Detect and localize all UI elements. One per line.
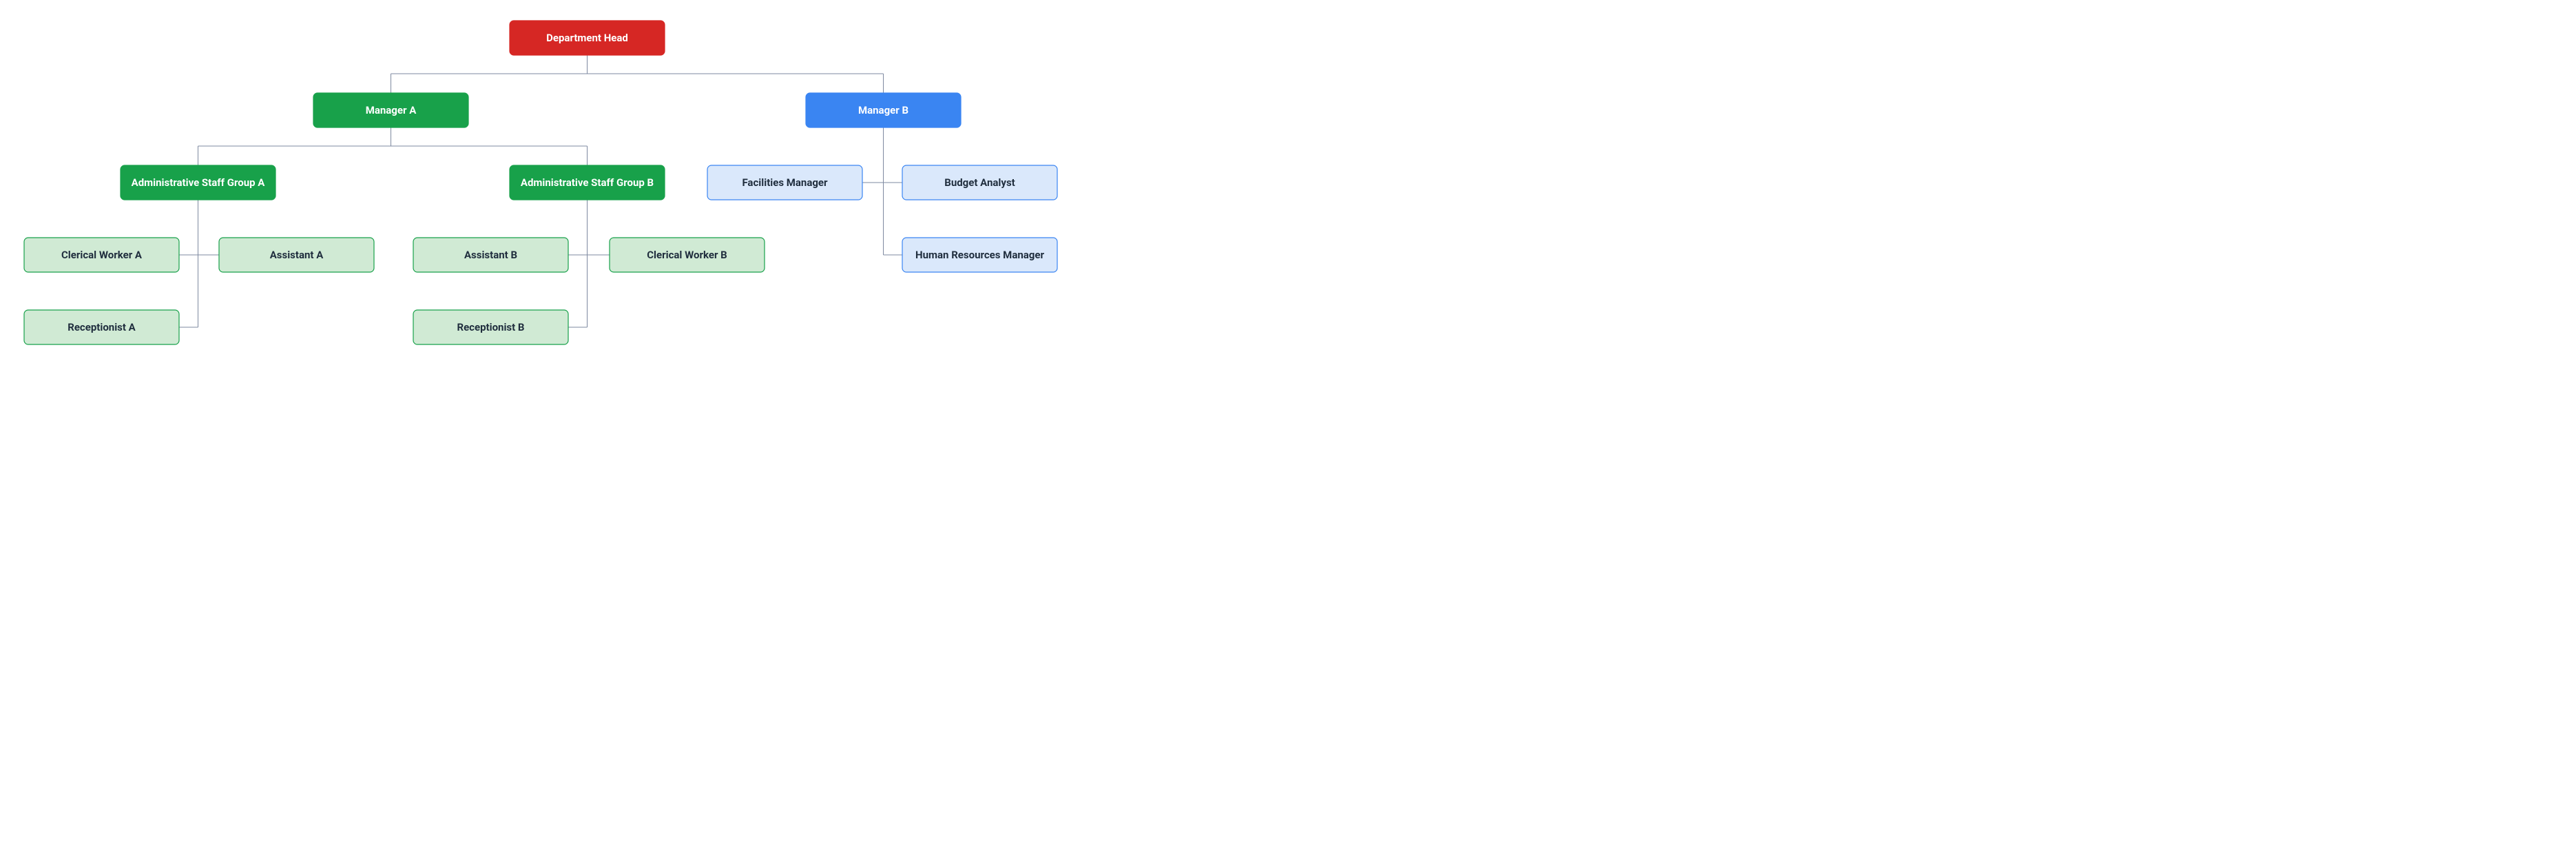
org-node-label: Administrative Staff Group B [521, 176, 654, 189]
org-node-dept-head: Department Head [510, 21, 665, 55]
org-node-label: Facilities Manager [742, 176, 828, 189]
org-node-admin-group-a: Administrative Staff Group A [121, 165, 276, 200]
org-node-label: Clerical Worker A [61, 249, 143, 261]
org-node-label: Clerical Worker B [647, 249, 727, 261]
org-node-label: Budget Analyst [944, 176, 1015, 189]
org-chart-canvas: Department Head Manager A Manager B Adminis… [0, 0, 1074, 362]
org-node-clerical-b: Clerical Worker B [610, 238, 765, 272]
org-node-hr-manager: Human Resources Manager [902, 238, 1057, 272]
org-node-receptionist-b: Receptionist B [413, 310, 568, 344]
org-node-label: Assistant B [464, 249, 517, 261]
org-node-admin-group-b: Administrative Staff Group B [510, 165, 665, 200]
org-node-receptionist-a: Receptionist A [24, 310, 179, 344]
org-node-label: Receptionist B [457, 321, 524, 333]
org-node-label: Manager B [858, 104, 908, 116]
org-node-label: Department Head [546, 32, 628, 44]
org-node-manager-b: Manager B [806, 93, 961, 127]
org-node-label: Administrative Staff Group A [132, 176, 266, 189]
org-node-assistant-b: Assistant B [413, 238, 568, 272]
org-node-label: Receptionist A [67, 321, 136, 333]
org-node-budget-analyst: Budget Analyst [902, 165, 1057, 200]
org-node-manager-a: Manager A [313, 93, 468, 127]
org-node-label: Human Resources Manager [915, 249, 1044, 261]
org-node-label: Assistant A [270, 249, 324, 261]
org-node-clerical-a: Clerical Worker A [24, 238, 179, 272]
nodes: Department Head Manager A Manager B Adminis… [24, 21, 1057, 344]
org-node-label: Manager A [366, 104, 417, 116]
org-node-assistant-a: Assistant A [219, 238, 374, 272]
org-node-facilities-mgr: Facilities Manager [707, 165, 862, 200]
